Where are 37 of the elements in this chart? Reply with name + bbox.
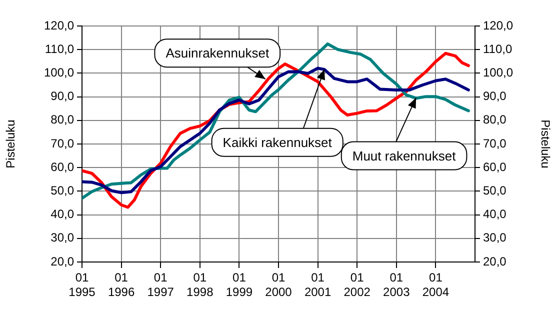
x-tick-label: 01 1995 [68,270,96,299]
y-tick-label: 90,0 [50,89,74,104]
y2-tick-label: 20,0 [483,254,507,268]
y2-tick-label: 90,0 [483,89,507,104]
y-tick-label: 50,0 [50,184,74,198]
y-tick-label: 60,0 [50,160,74,174]
x-tick-label: 01 2003 [383,270,410,299]
y2-tick-label: 100,0 [483,66,514,80]
y2-axis-title: Pisteluku [538,120,552,168]
y2-tick-label: 50,0 [483,184,507,198]
y2-tick-label: 80,0 [483,112,507,127]
y2-tick-label: 60,0 [483,160,507,174]
x-tick-label: 01 1998 [186,270,214,299]
x-tick-label: 01 1999 [226,270,253,299]
x-tick-label: 01 1997 [147,270,174,299]
y-tick-label: 20,0 [50,254,74,268]
annotation: Asuinrakennukset [166,46,270,61]
y-tick-label: 110,0 [44,42,74,56]
x-tick-label: 01 1996 [108,270,135,299]
annotation: Muut rakennukset [352,148,456,164]
y-tick-label: 100,0 [44,66,74,80]
y-tick-label: 120,0 [44,18,74,32]
y-axis-title: Pisteluku [4,120,18,168]
y2-tick-label: 120,0 [483,18,514,32]
x-tick-label: 01 2000 [265,270,292,299]
annotation: Kaikki rakennukset [222,135,332,150]
x-tick-label: 01 2002 [344,270,371,299]
y2-tick-label: 110,0 [483,42,512,56]
x-tick-label: 01 2004 [422,270,450,299]
x-tick-label: 01 2001 [304,270,332,299]
y2-tick-label: 70,0 [483,136,507,150]
y2-tick-label: 40,0 [483,207,507,222]
y-tick-label: 30,0 [50,230,74,245]
y2-tick-label: 30,0 [483,230,507,245]
y-tick-label: 80,0 [50,112,74,127]
y-tick-label: 70,0 [50,136,74,150]
y-tick-label: 40,0 [50,207,74,222]
